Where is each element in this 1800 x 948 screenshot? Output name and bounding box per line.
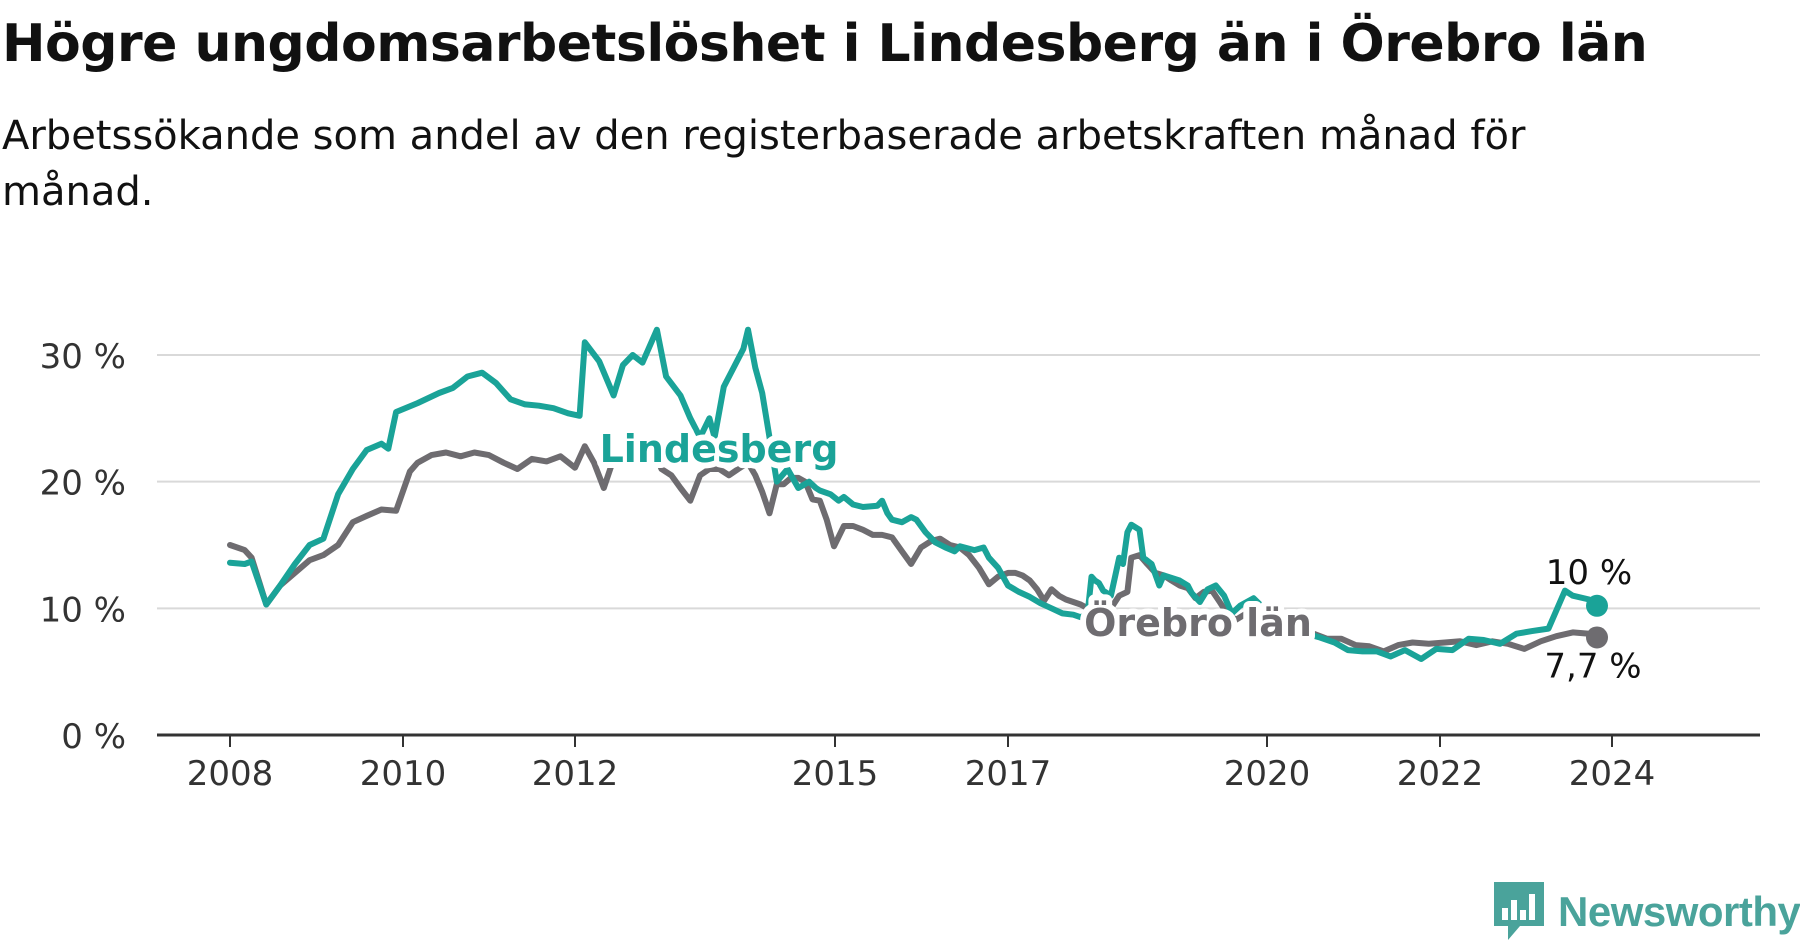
chart-title: Högre ungdomsarbetslöshet i Lindesberg ä… <box>2 14 1648 74</box>
x-tick-label: 2015 <box>792 754 879 794</box>
x-axis-ticks: 2008 2010 2012 2015 2017 2020 2022 2024 <box>187 735 1656 794</box>
y-tick-label: 20 % <box>40 464 126 504</box>
x-tick-label: 2022 <box>1397 754 1484 794</box>
chart-subtitle: Arbetssökande som andel av den registerb… <box>2 113 1526 215</box>
series-label-halo: Lindesberg <box>600 427 839 471</box>
series-end-point <box>1586 626 1608 649</box>
brand-name: Newsworthy <box>1558 888 1800 935</box>
y-tick-label: 30 % <box>40 337 126 377</box>
series-name-label: Lindesberg <box>600 427 839 471</box>
gridlines <box>157 354 1760 737</box>
series-line <box>227 440 1600 655</box>
end-value-label: 7,7 % <box>1544 646 1641 686</box>
x-tick-label: 2008 <box>187 754 274 794</box>
end-value-label: 10 % <box>1546 553 1632 593</box>
x-tick-label: 2024 <box>1569 754 1656 794</box>
x-tick-label: 2017 <box>965 754 1052 794</box>
y-tick-label: 0 % <box>61 717 126 757</box>
x-tick-label: 2010 <box>360 754 447 794</box>
x-tick-label: 2012 <box>532 754 619 794</box>
y-axis-ticks: 0 % 10 % 20 % 30 % <box>40 337 126 757</box>
newsworthy-brand: Newsworthy <box>1494 882 1800 942</box>
series-line <box>227 326 1600 662</box>
series-end-point <box>1586 594 1608 617</box>
series-label-halo: Örebro län <box>1084 601 1312 645</box>
x-tick-label: 2020 <box>1224 754 1311 794</box>
newsworthy-logo-icon <box>1494 882 1544 940</box>
series-name-label: Örebro län <box>1084 601 1312 645</box>
series-lines <box>227 326 1608 662</box>
y-tick-label: 10 % <box>40 590 126 630</box>
